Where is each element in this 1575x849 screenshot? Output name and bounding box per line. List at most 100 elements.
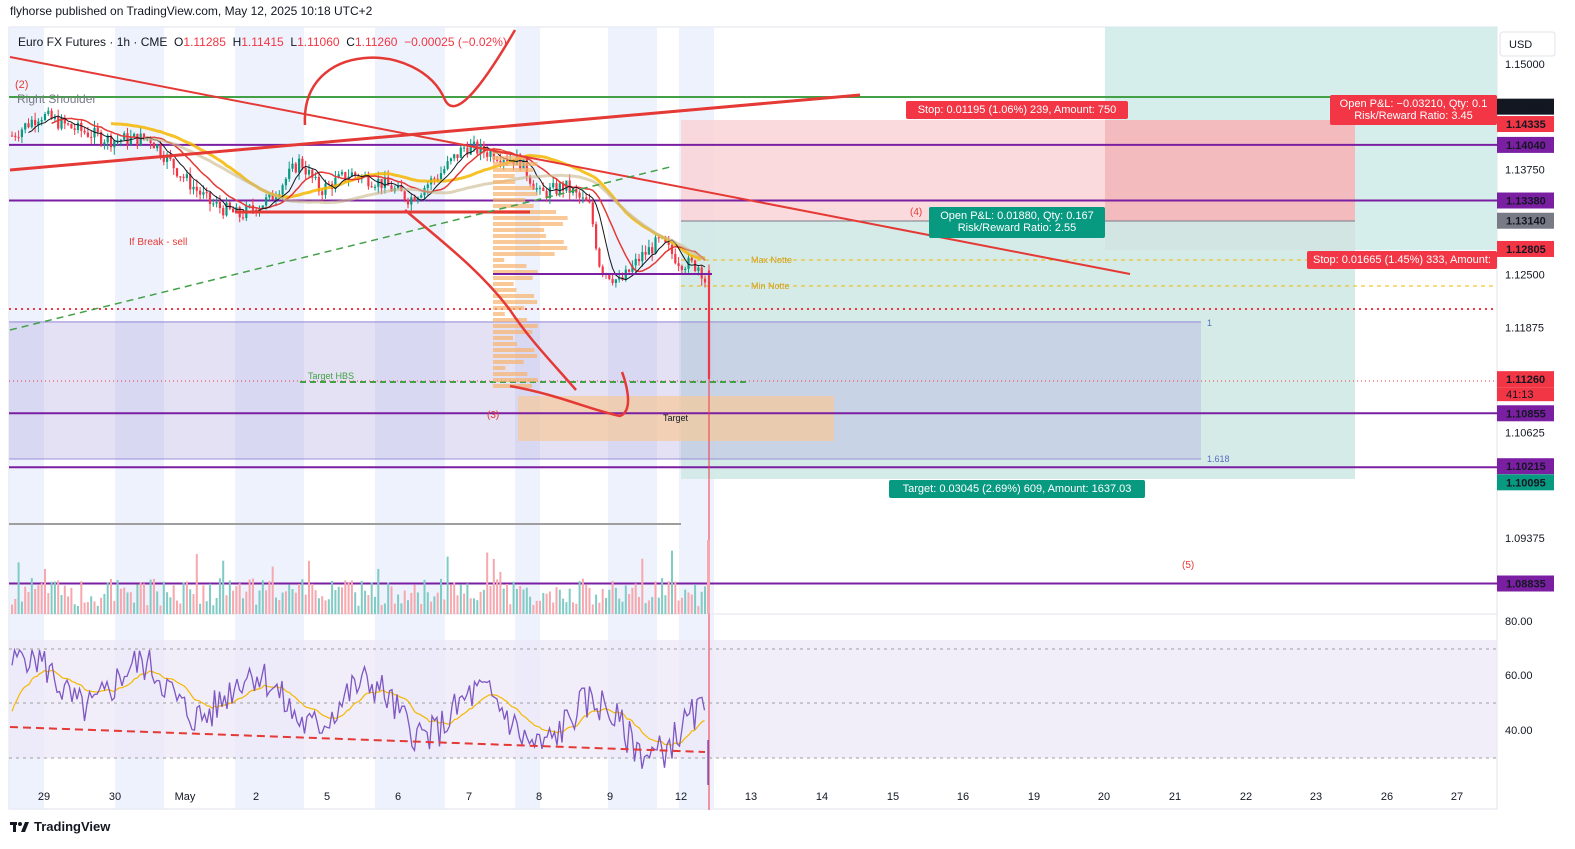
- candle-body: [86, 132, 89, 137]
- candle: [73, 123, 76, 135]
- volume-bar: [83, 602, 86, 614]
- candle-body: [284, 178, 287, 186]
- candle-body: [535, 188, 538, 190]
- price-badge-text: 1.10855: [1506, 408, 1546, 420]
- candle: [595, 221, 598, 251]
- volume-bar: [466, 583, 469, 614]
- candle-body: [202, 192, 205, 195]
- volume-profile-bar: [493, 288, 517, 292]
- volume-bar: [694, 584, 697, 614]
- price-badge: 1.10855: [1497, 405, 1554, 422]
- candle-body: [215, 202, 218, 204]
- candle: [182, 173, 185, 183]
- price-badge-bg: [1497, 192, 1554, 209]
- rsi-ma-line: [11, 669, 705, 747]
- tradingview-footer[interactable]: TradingView: [10, 819, 110, 834]
- volume-bar: [350, 580, 353, 614]
- volume-profile-bar: [493, 174, 515, 178]
- candle: [129, 129, 132, 147]
- volume-profile-bar: [493, 348, 535, 352]
- candle-body: [598, 248, 601, 267]
- volume-profile-bar: [493, 354, 538, 358]
- candle: [175, 167, 179, 178]
- volume-bar: [380, 605, 383, 614]
- ma-red: [51, 117, 706, 273]
- candle-body: [373, 186, 377, 188]
- x-tick-label: 22: [1240, 791, 1252, 803]
- candle-body: [327, 183, 330, 185]
- volume-bar: [383, 603, 386, 614]
- candle-body: [489, 151, 492, 157]
- volume-bar: [555, 587, 558, 614]
- rsi-band: [9, 640, 1497, 758]
- candle: [370, 181, 373, 188]
- candle: [40, 116, 43, 126]
- candle: [17, 130, 20, 142]
- x-tick-label: 27: [1451, 791, 1463, 803]
- volume-bar: [522, 589, 525, 614]
- candle: [100, 129, 103, 147]
- volume-bar: [707, 540, 710, 614]
- candle: [47, 107, 50, 116]
- candle: [30, 116, 33, 129]
- candle-body: [608, 273, 611, 279]
- volume-bar: [93, 601, 96, 614]
- candle: [449, 157, 452, 165]
- candle-body: [70, 124, 73, 129]
- candle-body: [14, 135, 17, 138]
- high-value: 1.11415: [241, 35, 284, 49]
- candle-body: [377, 178, 380, 187]
- short-target-badge-bg: [889, 480, 1145, 498]
- candle-body: [680, 266, 683, 270]
- candle-body: [195, 186, 198, 191]
- volume-bar: [261, 580, 264, 614]
- green-dashed-trendline: [9, 166, 671, 331]
- price-badge: 1.13140: [1497, 212, 1554, 229]
- candle: [14, 132, 17, 141]
- volume-bar: [245, 591, 248, 614]
- candle: [60, 114, 63, 131]
- candle-body: [611, 278, 614, 284]
- volume-bar: [17, 562, 20, 614]
- volume-bar: [334, 590, 337, 614]
- candle-body: [578, 192, 581, 198]
- volume-bar: [156, 591, 159, 614]
- candle-body: [96, 127, 99, 133]
- volume-bar: [529, 596, 532, 614]
- candle: [651, 242, 654, 262]
- symbol-title[interactable]: Euro FX Futures · 1h · CME: [18, 35, 168, 49]
- y-tick-label: 1.11875: [1505, 322, 1544, 334]
- volume-bar: [317, 598, 320, 614]
- rsi-line: [11, 647, 706, 769]
- candle-body: [281, 185, 284, 195]
- x-tick-label: 16: [957, 791, 969, 803]
- candle-body: [288, 168, 291, 179]
- candle: [133, 132, 136, 137]
- volume-bar: [324, 600, 327, 614]
- volume-bar: [103, 593, 106, 614]
- candle-body: [37, 121, 40, 126]
- volume-bar: [575, 603, 578, 614]
- volume-bar: [77, 605, 79, 614]
- short-stop-badge: Stop: 0.01195 (1.06%) 239, Amount: 750: [906, 101, 1128, 119]
- candle-body: [321, 191, 324, 195]
- candle-body: [90, 136, 93, 138]
- candle-body: [192, 186, 195, 190]
- candle-body: [654, 237, 657, 254]
- volume-bar: [235, 586, 238, 614]
- volume-bar: [482, 589, 485, 614]
- candle: [647, 239, 650, 255]
- volume-bar: [301, 579, 304, 614]
- candle-body: [344, 172, 347, 181]
- candle: [156, 144, 159, 152]
- volume-bar: [139, 582, 142, 614]
- price-badge: 1.10215: [1497, 458, 1554, 475]
- candle-body: [222, 208, 225, 216]
- volume-bar: [271, 566, 274, 614]
- candle-body: [641, 252, 644, 262]
- candle-body: [677, 263, 680, 267]
- candle: [172, 158, 175, 175]
- candle-body: [179, 176, 182, 178]
- candle-body: [53, 116, 56, 119]
